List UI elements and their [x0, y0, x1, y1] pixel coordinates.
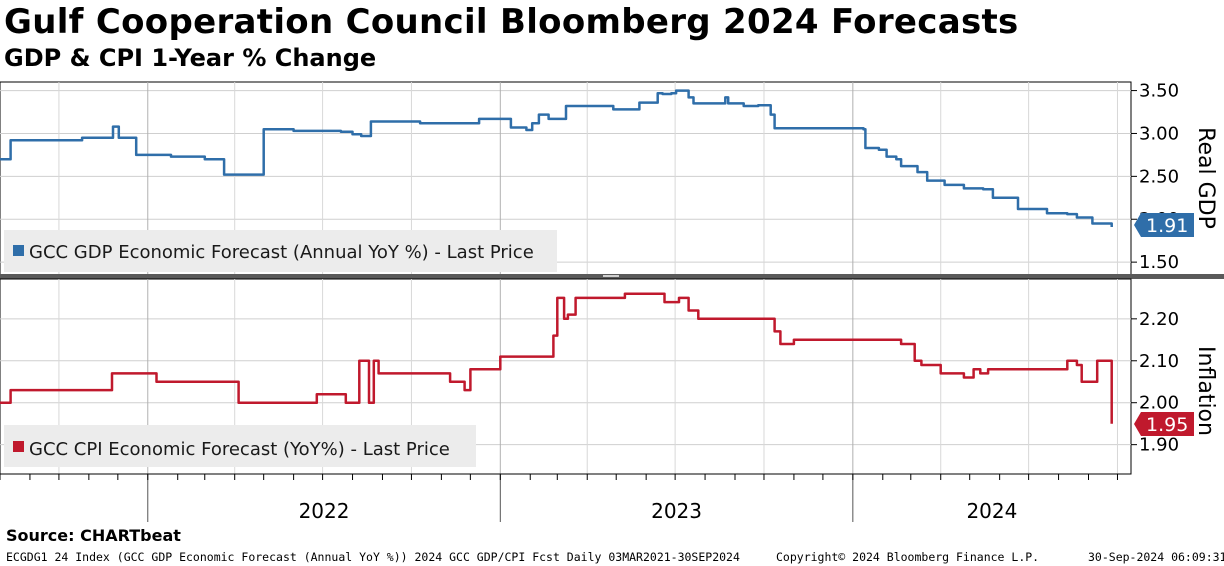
- footer-timestamp: 30-Sep-2024 06:09:31: [1088, 550, 1224, 564]
- gdp-legend-swatch: [13, 245, 24, 256]
- x-tick-label: 2023: [651, 499, 702, 523]
- cpi-vertical-gridlines: [58, 279, 1118, 474]
- cpi-y-tick-label: 2.00: [1139, 393, 1179, 414]
- cpi-y-axis: 2.20 2.10 2.00 1.90: [1131, 309, 1179, 456]
- cpi-last-value: 1.95: [1146, 414, 1188, 436]
- cpi-y-tick-label: 2.20: [1139, 309, 1179, 330]
- cpi-panel: 2.20 2.10 2.00 1.90 Inflation GCC CPI Econo…: [0, 278, 1218, 475]
- cpi-last-value-marker: [1134, 412, 1194, 436]
- gdp-series-line: [0, 89, 1113, 227]
- x-tick-label: 2024: [966, 499, 1017, 523]
- panel-divider-handle[interactable]: [603, 275, 619, 277]
- gdp-y-tick-label: 1.50: [1139, 252, 1179, 273]
- footer-ticker-info: ECGDG1 24 Index (GCC GDP Economic Foreca…: [6, 550, 740, 564]
- gdp-y-axis-label: Real GDP: [1193, 127, 1218, 229]
- gdp-last-value-tag: 1.91: [1134, 213, 1194, 237]
- gdp-y-tick-label: 3.50: [1139, 81, 1179, 102]
- gdp-last-value: 1.91: [1146, 215, 1188, 237]
- gdp-panel: 3.503.002.502.001.50 Real GDP GCC GDP Ec…: [0, 81, 1218, 276]
- x-axis: 2022 2023 2024: [0, 473, 1131, 523]
- cpi-last-value-tag: 1.95: [1134, 412, 1194, 436]
- chart-title: Gulf Cooperation Council Bloomberg 2024 …: [4, 2, 1019, 42]
- cpi-series-line: [0, 292, 1113, 424]
- gdp-y-axis: 3.503.002.502.001.50: [1131, 81, 1179, 273]
- cpi-y-tick-label: 2.10: [1139, 351, 1179, 372]
- chart-subtitle: GDP & CPI 1-Year % Change: [4, 44, 377, 72]
- cpi-y-tick-label: 1.90: [1139, 435, 1179, 456]
- cpi-y-axis-label: Inflation: [1193, 346, 1218, 436]
- cpi-legend: GCC CPI Economic Forecast (YoY%) - Last …: [4, 425, 476, 467]
- footer-copyright: Copyright© 2024 Bloomberg Finance L.P.: [776, 550, 1040, 564]
- gdp-last-value-marker: [1134, 213, 1194, 237]
- x-tick-label: 2022: [299, 499, 350, 523]
- cpi-legend-swatch: [13, 441, 24, 452]
- gdp-y-tick-label: 2.50: [1139, 166, 1179, 187]
- gdp-y-tick-label: 3.00: [1139, 123, 1179, 144]
- cpi-legend-box: [4, 425, 476, 467]
- cpi-legend-label: GCC CPI Economic Forecast (YoY%) - Last …: [29, 439, 450, 460]
- gdp-legend-label: GCC GDP Economic Forecast (Annual YoY %)…: [29, 242, 534, 263]
- gdp-legend-box: [4, 230, 557, 272]
- source-note: Source: CHARTbeat: [6, 526, 181, 545]
- gdp-legend: GCC GDP Economic Forecast (Annual YoY %)…: [4, 230, 557, 272]
